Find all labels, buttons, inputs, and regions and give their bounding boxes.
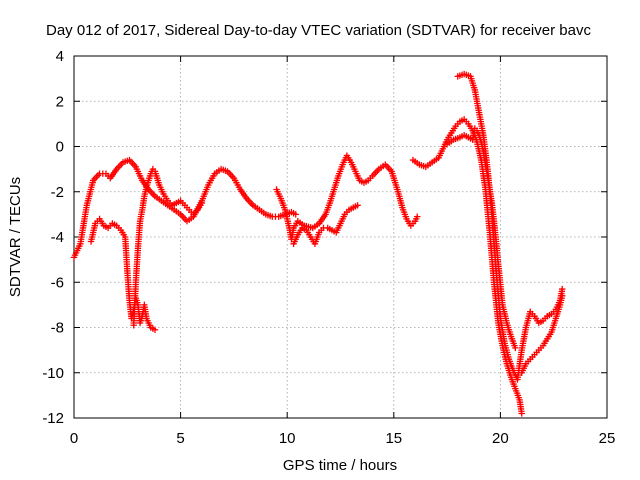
x-tick-label: 10 bbox=[279, 430, 296, 447]
y-tick-label: -6 bbox=[51, 274, 64, 291]
series-arc-4 bbox=[273, 152, 421, 243]
series-arc-2 bbox=[87, 215, 159, 333]
data-point bbox=[292, 211, 299, 218]
series-arc-6 bbox=[409, 116, 525, 417]
chart-title: Day 012 of 2017, Sidereal Day-to-day VTE… bbox=[46, 22, 591, 39]
x-tick-label: 5 bbox=[176, 430, 184, 447]
y-tick-label: -4 bbox=[51, 229, 64, 246]
y-tick-label: -2 bbox=[51, 184, 64, 201]
y-tick-label: -12 bbox=[42, 410, 64, 427]
x-tick-label: 0 bbox=[70, 430, 78, 447]
x-axis-label: GPS time / hours bbox=[283, 457, 397, 474]
y-axis-label: SDTVAR / TECUs bbox=[7, 177, 24, 297]
data-point bbox=[559, 285, 566, 293]
series-arc-9 bbox=[518, 292, 566, 376]
data-point bbox=[414, 213, 421, 220]
data-point bbox=[518, 410, 525, 417]
series-arc-8 bbox=[454, 70, 566, 383]
y-tick-label: -8 bbox=[51, 320, 64, 337]
axis-ticks: 0 5 10 15 20 25 -12 -10 -8 -6 -4 -2 0 2 4 bbox=[42, 48, 615, 447]
series-arc-5 bbox=[290, 202, 361, 247]
y-tick-label: -10 bbox=[42, 365, 64, 382]
y-tick-label: 4 bbox=[56, 48, 64, 65]
data-point bbox=[512, 344, 519, 352]
y-tick-label: 2 bbox=[56, 93, 64, 110]
data-point bbox=[354, 202, 361, 209]
data-point bbox=[151, 326, 159, 333]
x-tick-label: 15 bbox=[385, 430, 402, 447]
x-tick-label: 20 bbox=[492, 430, 509, 447]
data-points bbox=[70, 70, 566, 417]
data-point bbox=[198, 199, 206, 207]
series-arc-1 bbox=[70, 156, 299, 261]
series-arc-3 bbox=[130, 165, 206, 329]
data-point bbox=[559, 292, 566, 300]
y-tick-label: 0 bbox=[56, 139, 64, 156]
x-tick-label: 25 bbox=[599, 430, 616, 447]
